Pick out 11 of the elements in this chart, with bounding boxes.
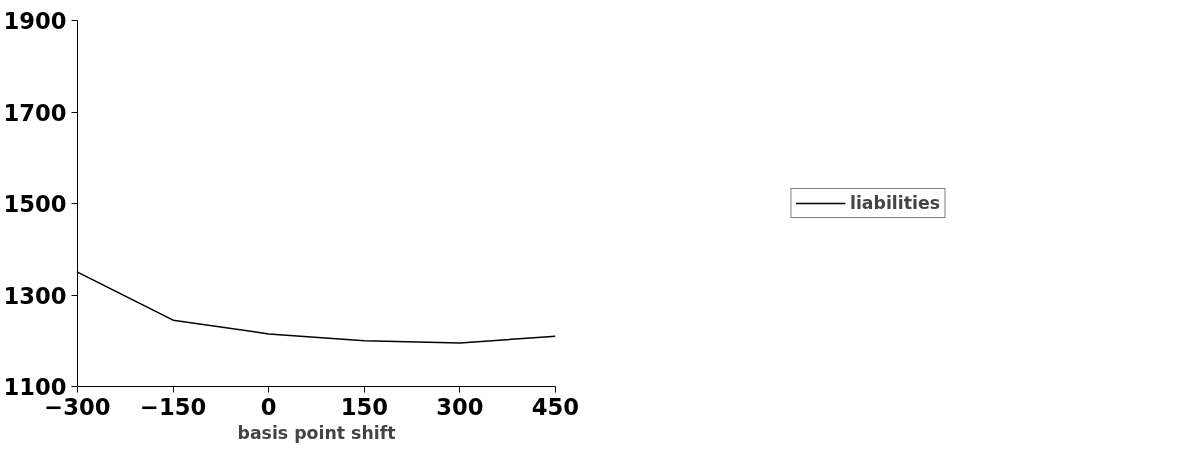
x-tick-label: 300 <box>436 393 484 420</box>
y-tick-label: 1500 <box>3 191 67 217</box>
y-tick-label: 1700 <box>3 99 67 126</box>
x-tick-label: 150 <box>340 393 388 420</box>
y-tick-label: 1300 <box>3 282 67 309</box>
y-tick-label: 1900 <box>3 8 67 34</box>
x-tick-label: 450 <box>531 393 580 420</box>
x-tick-label: 0 <box>260 393 277 420</box>
x-axis-title: basis point shift <box>237 422 396 443</box>
x-tick-label: −150 <box>139 393 207 420</box>
legend-label: liabilities <box>849 193 941 213</box>
